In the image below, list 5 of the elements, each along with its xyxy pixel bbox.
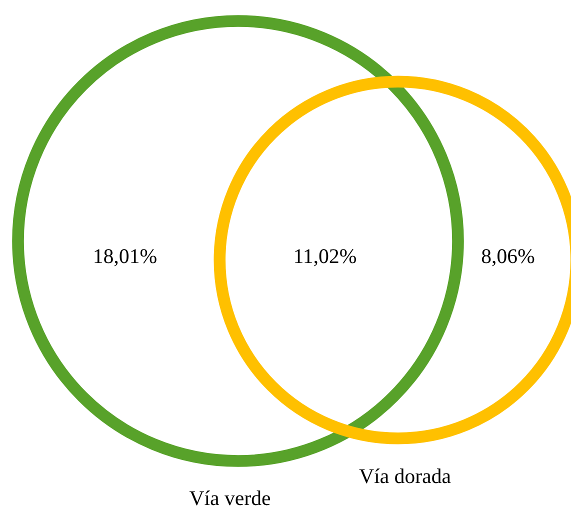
data-label: 11,02%: [295, 249, 356, 266]
text: Vía dorada: [359, 468, 451, 484]
text: Vía verde: [189, 490, 270, 506]
data-label: 8,06%: [482, 249, 534, 266]
data-label: 18,01%: [94, 249, 156, 266]
